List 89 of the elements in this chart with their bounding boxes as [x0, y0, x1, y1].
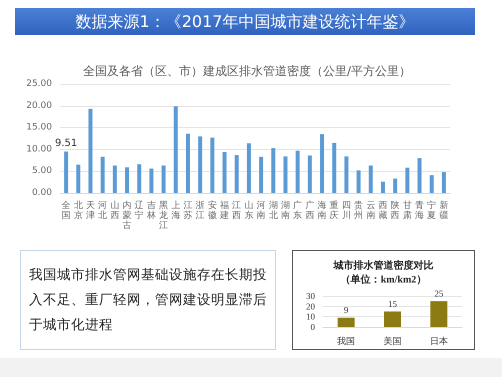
- y-tick-label: 20.00: [26, 100, 52, 111]
- bar: [246, 143, 251, 193]
- x-tick-label: 贵州: [354, 200, 364, 221]
- y-tick-label: 15.00: [26, 122, 52, 133]
- x-tick-label: 日本: [430, 336, 448, 346]
- bar: [384, 312, 401, 327]
- y-tick-label: 20: [306, 301, 316, 312]
- bar: [393, 178, 398, 193]
- x-tick-label: 天津: [86, 200, 95, 221]
- x-tick-label: 河南: [256, 200, 266, 221]
- data-label: 15: [388, 299, 398, 309]
- bar: [210, 138, 214, 193]
- x-tick-label: 美国: [384, 336, 402, 346]
- x-tick-label: 湖北: [268, 200, 278, 221]
- bar: [100, 156, 105, 193]
- x-tick-label: 云南: [366, 201, 376, 221]
- bar: [344, 156, 348, 193]
- x-tick-label: 浙江: [196, 200, 205, 221]
- chart-title: 城市排水管道密度对比: [332, 260, 434, 272]
- x-tick-label: 宁夏: [427, 200, 436, 221]
- bar: [186, 134, 190, 193]
- x-tick-label: 内蒙古: [122, 200, 132, 231]
- bar: [88, 108, 92, 193]
- header-banner: 数据来源1：《2017年中国城市建设统计年鉴》: [15, 8, 475, 35]
- bar: [198, 136, 202, 193]
- x-tick-label: 广东: [293, 200, 302, 221]
- x-tick-label: 甘肃: [402, 200, 412, 221]
- bar: [137, 164, 142, 193]
- bar: [112, 166, 117, 193]
- data-label: 9.51: [54, 138, 78, 150]
- note-card: 我国城市排水管网基础设施存在长期投入不足、重厂轻网，管网建设明显滞后于城市化进程: [20, 250, 276, 350]
- y-tick-label: 0.00: [32, 188, 52, 198]
- bar: [320, 134, 324, 193]
- bar: [162, 166, 166, 193]
- x-tick-label: 江苏: [183, 200, 192, 221]
- y-tick-label: 10: [306, 312, 316, 322]
- x-tick-label: 山西: [110, 200, 120, 221]
- chart-title: 全国及各省（区、市）建成区排水管道密度（公里/平方公里）: [82, 64, 412, 78]
- data-label: 9: [344, 305, 349, 316]
- bar: [430, 301, 448, 327]
- x-tick-label: 辽宁: [134, 200, 144, 221]
- data-label: 25: [434, 288, 444, 299]
- x-tick-label: 我国: [337, 336, 356, 346]
- chart-subtitle: （单位：km/km2）: [340, 274, 426, 286]
- bar: [283, 156, 288, 193]
- bar: [430, 175, 434, 193]
- x-tick-label: 黑龙江: [159, 200, 168, 231]
- bar: [271, 148, 276, 193]
- x-tick-label: 上海: [171, 200, 180, 221]
- y-tick-label: 5.00: [32, 166, 52, 176]
- x-tick-label: 西藏: [378, 201, 388, 221]
- x-tick-label: 河北: [98, 200, 108, 221]
- bar: [442, 172, 446, 193]
- bar: [64, 152, 68, 193]
- bar: [296, 150, 300, 193]
- x-tick-label: 青海: [415, 200, 424, 221]
- bar: [356, 170, 361, 193]
- x-tick-label: 广西: [305, 200, 314, 221]
- x-tick-label: 北京: [74, 200, 83, 221]
- bar: [332, 142, 336, 193]
- x-tick-label: 四川: [342, 201, 351, 221]
- bar: [368, 166, 373, 193]
- bar: [308, 156, 312, 193]
- bar: [76, 164, 80, 193]
- y-tick-label: 10.00: [26, 144, 52, 154]
- bar: [380, 182, 385, 193]
- bar: [338, 318, 355, 327]
- x-tick-label: 重庆: [330, 200, 339, 221]
- x-tick-label: 山东: [244, 200, 254, 221]
- x-tick-label: 新疆: [439, 200, 448, 221]
- x-tick-label: 吉林: [146, 200, 156, 221]
- bar: [125, 167, 130, 193]
- bar: [418, 158, 422, 193]
- bar: [174, 106, 178, 193]
- x-tick-label: 福建: [219, 200, 230, 221]
- bar: [222, 152, 227, 193]
- bar: [259, 156, 264, 193]
- y-tick-label: 0: [310, 322, 316, 332]
- x-tick-label: 安徽: [208, 200, 217, 221]
- x-tick-label: 湖南: [280, 200, 290, 221]
- bar: [234, 155, 239, 193]
- x-tick-label: 江西: [232, 200, 242, 221]
- bar: [149, 168, 154, 193]
- y-tick-label: 25.00: [26, 79, 52, 89]
- y-tick-label: 30: [306, 291, 316, 301]
- x-tick-label: 陕西: [390, 200, 400, 221]
- bar: [405, 168, 410, 193]
- x-tick-label: 全国: [62, 200, 71, 221]
- x-tick-label: 海南: [318, 200, 327, 221]
